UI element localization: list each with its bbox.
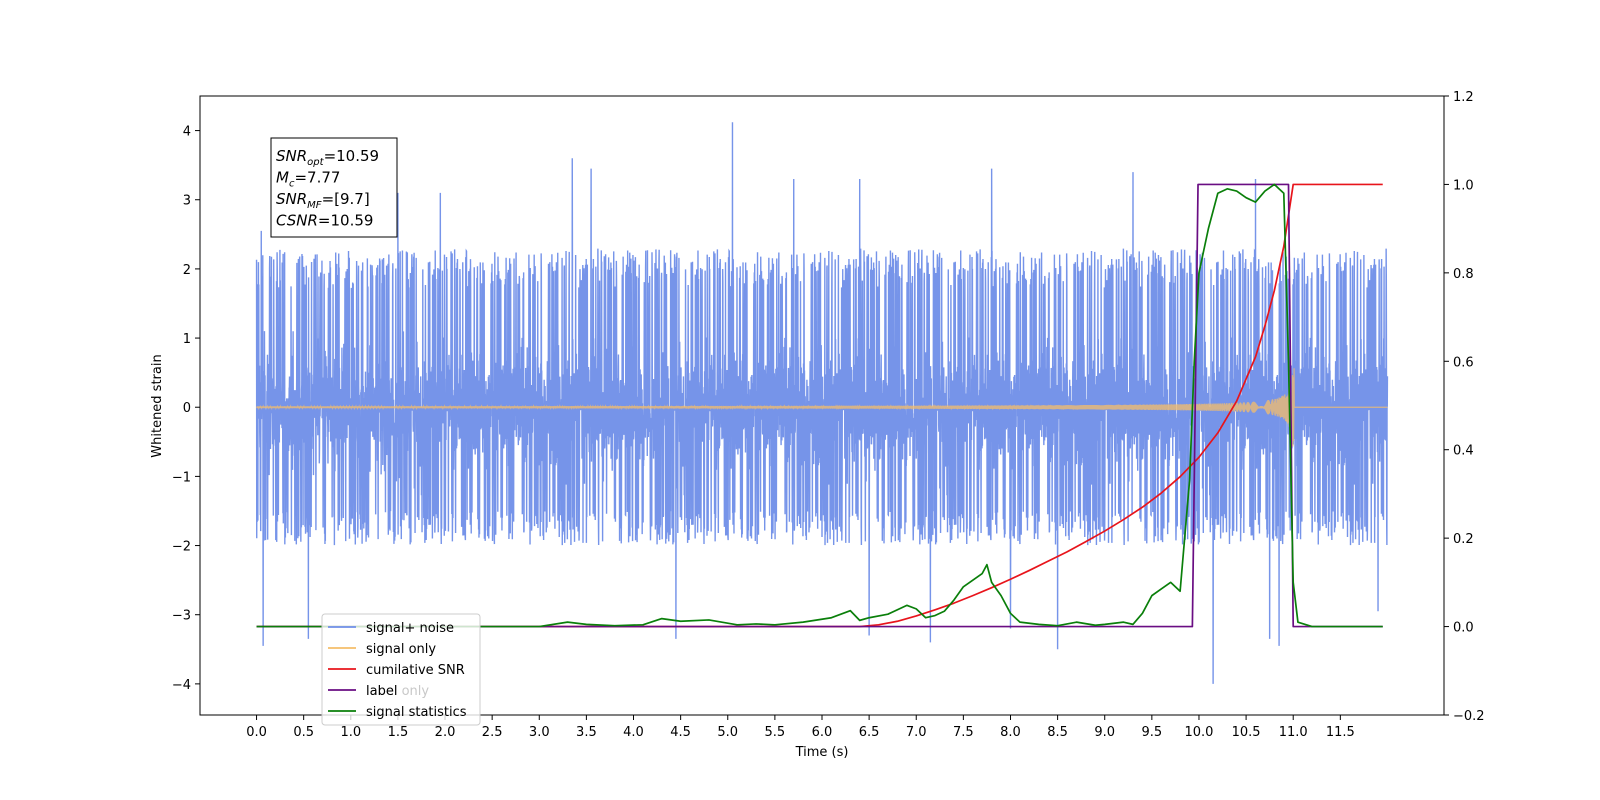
x-tick-label: 5.0: [717, 725, 738, 740]
x-tick-label: 1.0: [340, 725, 361, 740]
y-tick-label: 3: [183, 194, 191, 209]
x-tick-label: 9.0: [1094, 725, 1115, 740]
annotation-line: Mc=7.77: [276, 169, 340, 190]
legend-label: signal+ noise: [366, 621, 454, 636]
x-tick-label: 0.0: [246, 725, 267, 740]
x-tick-label: 7.0: [906, 725, 927, 740]
y-tick-label: −1: [172, 470, 191, 485]
y-tick-label: −2: [172, 540, 191, 555]
legend-label: signal statistics: [366, 705, 467, 720]
x-tick-label: 6.0: [812, 725, 833, 740]
x-tick-label: 0.5: [293, 725, 314, 740]
legend-label: signal only: [366, 642, 436, 657]
y2-tick-label: 0.6: [1453, 355, 1474, 370]
y-tick-label: 2: [183, 263, 191, 278]
x-axis-title: Time (s): [795, 745, 849, 760]
annotation-frame: [270, 137, 398, 238]
legend-label: cumilative SNR: [366, 663, 465, 678]
x-tick-label: 8.0: [1000, 725, 1021, 740]
x-tick-label: 1.5: [388, 725, 409, 740]
y2-tick-label: 0.0: [1453, 621, 1474, 636]
legend-label: label: [366, 684, 397, 699]
x-tick-label: 5.5: [765, 725, 786, 740]
y2-tick-label: 0.2: [1453, 532, 1474, 547]
x-tick-label: 2.5: [482, 725, 503, 740]
x-tick-label: 8.5: [1047, 725, 1068, 740]
annotation-line: SNRMF=[9.7]: [276, 190, 370, 211]
x-tick-label: 2.0: [435, 725, 456, 740]
annotation-line: SNRopt=10.59: [276, 147, 379, 168]
x-tick-label: 3.5: [576, 725, 597, 740]
x-tick-label: 10.5: [1232, 725, 1261, 740]
series-line-signal-only: [256, 368, 1388, 447]
legend-frame: [321, 613, 481, 726]
series-line-signal-statistics: [256, 183, 1383, 628]
x-tick-label: 11.5: [1326, 725, 1355, 740]
series-layer: [255, 122, 1389, 684]
x-axis: 0.0 0.5 1.0 1.5 2.0 2.5 3.0 3.5 4.0 4.5 5.0 5.5 6.0 6…: [246, 715, 1355, 740]
y2-tick-label: 0.4: [1453, 444, 1474, 459]
y-tick-label: −3: [172, 609, 191, 624]
x-tick-label: 3.0: [529, 725, 550, 740]
x-tick-label: 9.5: [1142, 725, 1163, 740]
series-line-cumilative-snr: [256, 183, 1383, 628]
y-tick-label: 1: [183, 332, 191, 347]
x-tick-label: 7.5: [953, 725, 974, 740]
y2-tick-label: 1.2: [1453, 90, 1474, 105]
series-line-signal-noise: [255, 122, 1389, 684]
y-tick-label: 4: [183, 125, 191, 140]
y-tick-label: −4: [172, 678, 191, 693]
y2-tick-label: 0.8: [1453, 267, 1474, 282]
x-tick-label: 4.5: [670, 725, 691, 740]
series-line-label: [256, 183, 1383, 628]
legend: label only signal+ noise signal only cumila…: [321, 613, 481, 726]
y-axis-title: Whitened strain: [150, 354, 165, 457]
y2-tick-label: −0.2: [1453, 709, 1485, 724]
y-axis-left: −4 −3 −2 −1 0 1 2 3 4: [172, 125, 200, 693]
x-tick-label: 10.0: [1184, 725, 1213, 740]
x-tick-label: 4.0: [623, 725, 644, 740]
x-tick-label: 11.0: [1279, 725, 1308, 740]
x-tick-label: 6.5: [859, 725, 880, 740]
y-tick-label: 0: [183, 401, 191, 416]
annotation-line: CSNR=10.59: [276, 212, 373, 230]
y2-tick-label: 1.0: [1453, 178, 1474, 193]
y-axis-right: −0.2 0.0 0.2 0.4 0.6 0.8 1.0 1.2: [1444, 90, 1485, 724]
legend-ghost-label: label only: [366, 684, 429, 699]
